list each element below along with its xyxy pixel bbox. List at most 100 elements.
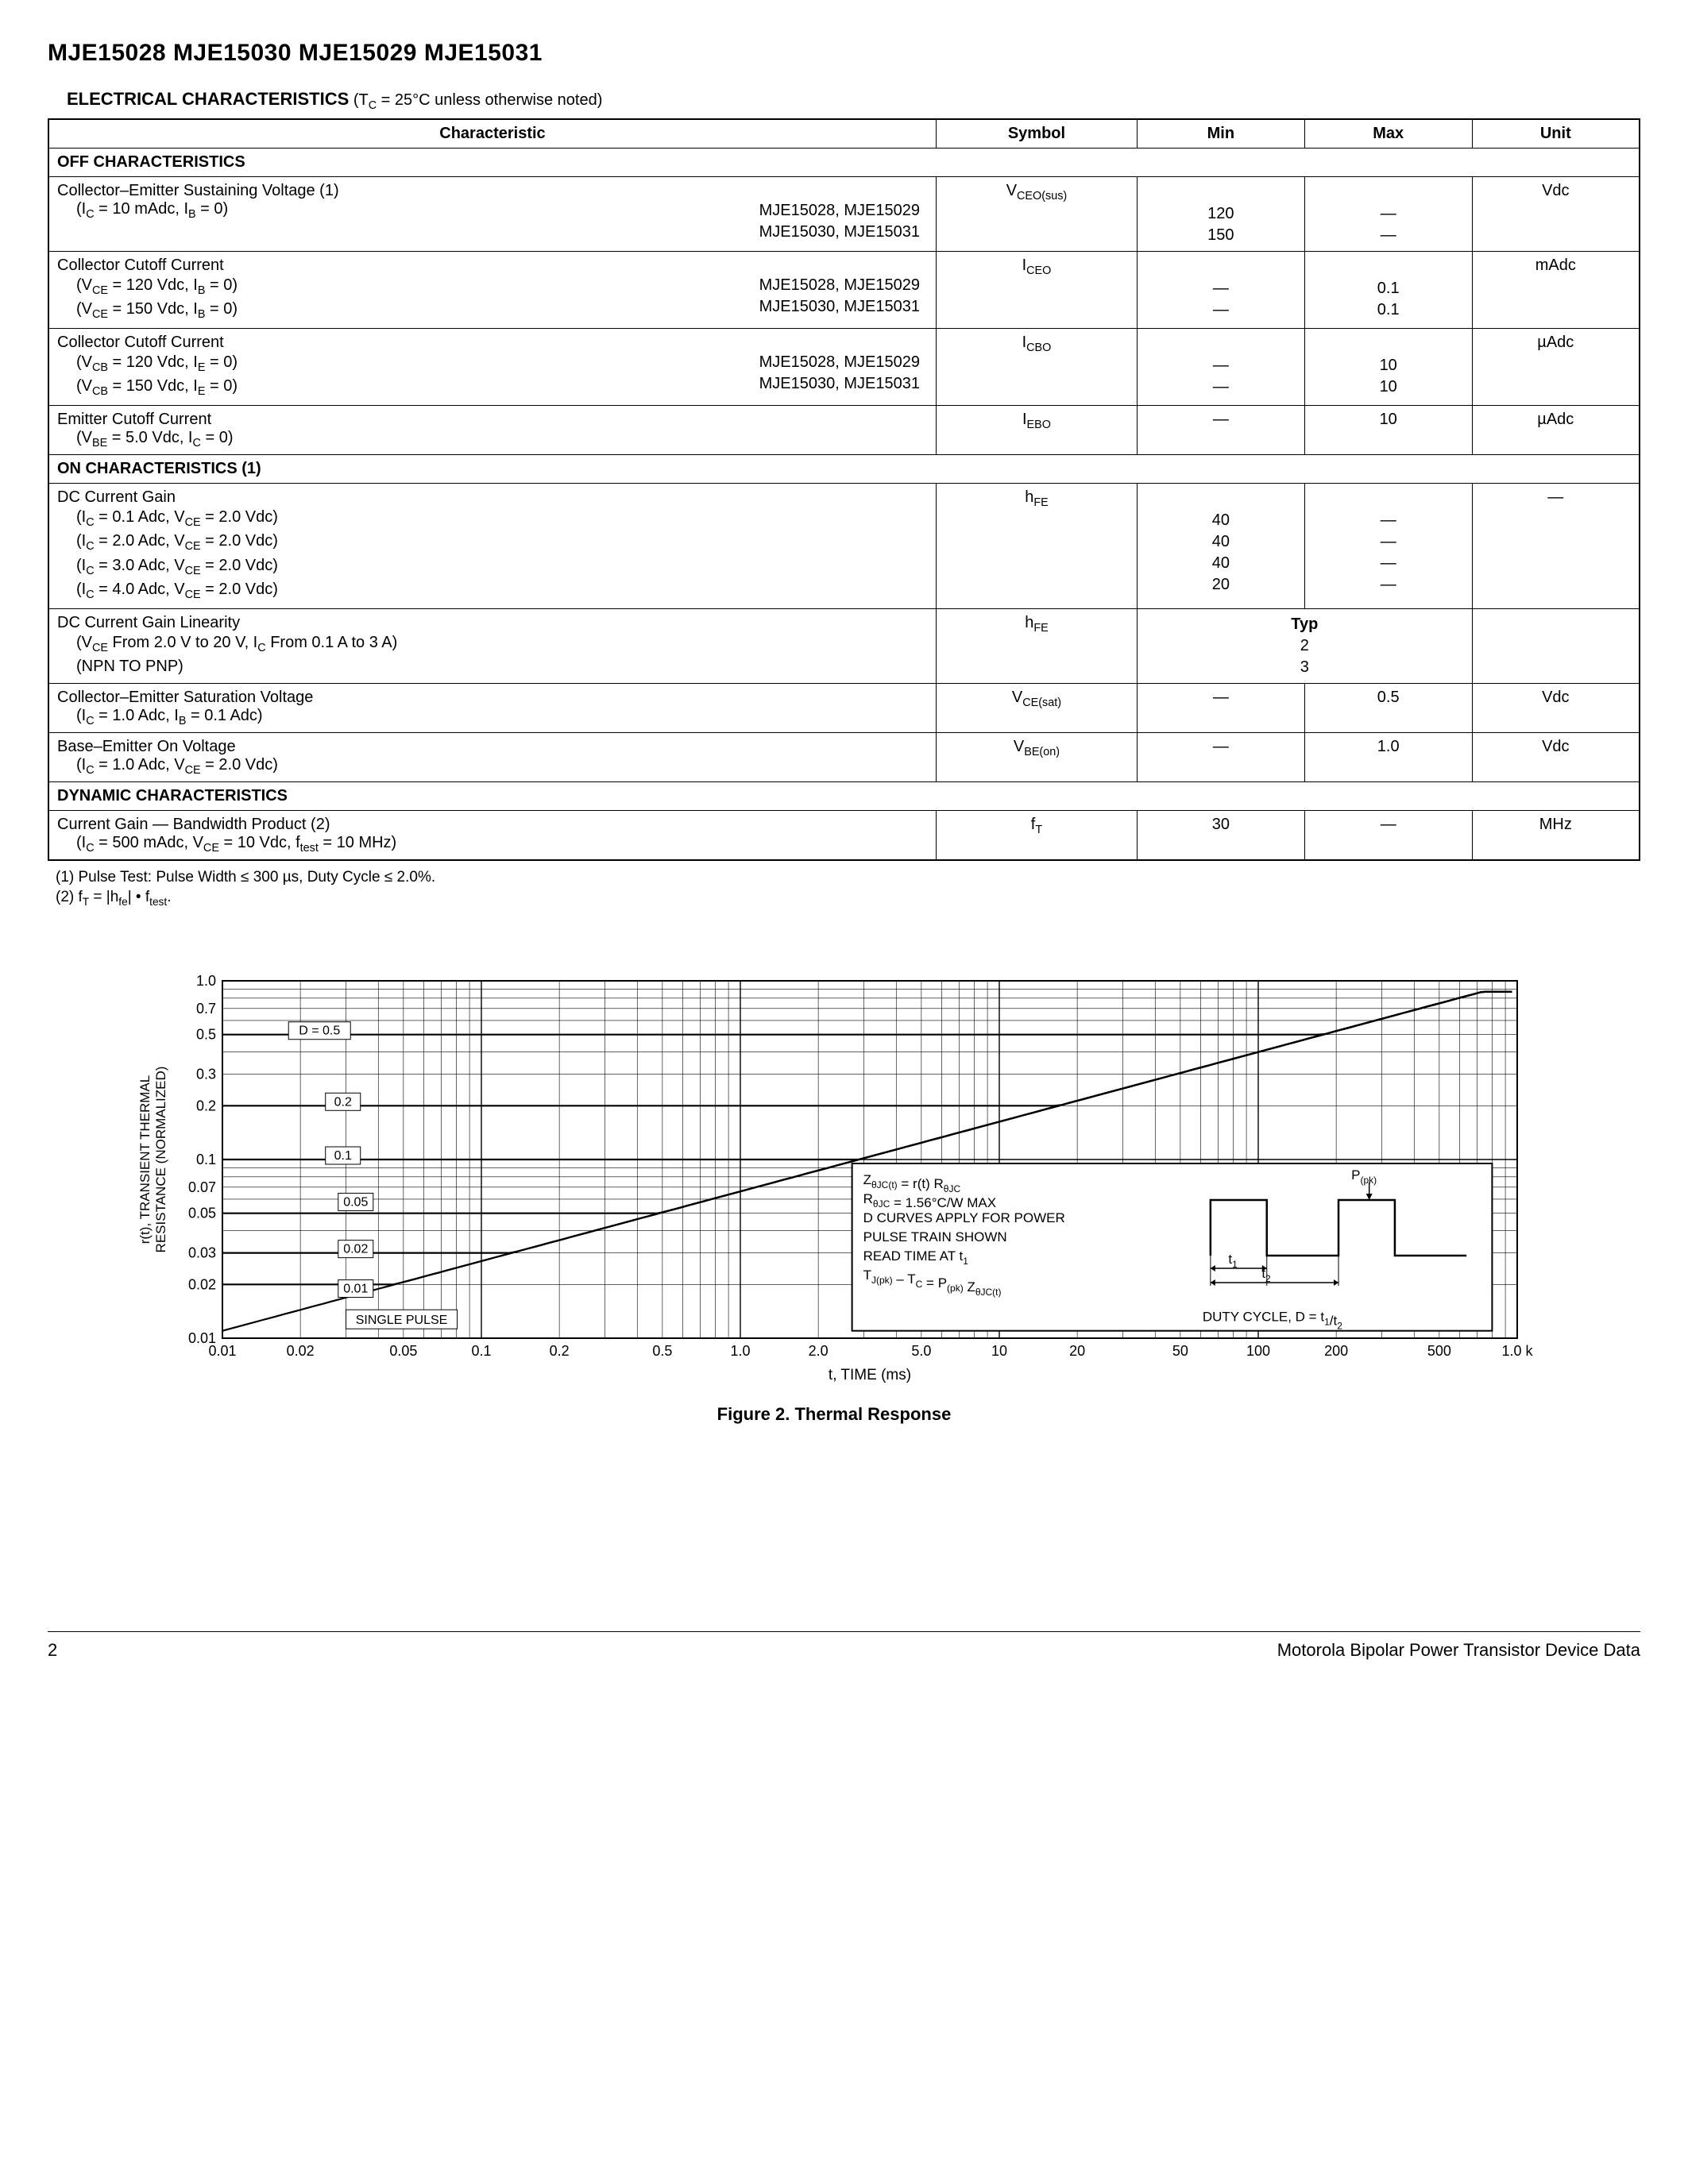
svg-text:1.0: 1.0 (730, 1343, 750, 1359)
svg-text:t, TIME (ms): t, TIME (ms) (829, 1367, 911, 1383)
min-val: —— (1137, 252, 1304, 329)
min-val: — (1137, 732, 1304, 781)
min-val: — (1137, 405, 1304, 454)
symbol: VBE(on) (936, 732, 1137, 781)
unit-val: µAdc (1472, 328, 1640, 405)
unit-val: MHz (1472, 810, 1640, 860)
max-val: —— (1304, 177, 1472, 252)
svg-text:0.7: 0.7 (196, 1001, 216, 1017)
svg-text:0.02: 0.02 (287, 1343, 315, 1359)
svg-text:100: 100 (1246, 1343, 1270, 1359)
max-val: 0.10.1 (1304, 252, 1472, 329)
char-parts: MJE15028, MJE15029MJE15030, MJE15031 (759, 200, 928, 243)
section-title: ELECTRICAL CHARACTERISTICS (TC = 25°C un… (67, 89, 1640, 112)
chart-svg: 0.010.020.050.10.20.51.02.05.01020501002… (135, 973, 1533, 1386)
char-title: Base–Emitter On Voltage (57, 738, 928, 756)
max-val: — (1304, 810, 1472, 860)
table-row: DC Current Gain (IC = 0.1 Adc, VCE = 2.0… (48, 483, 1640, 608)
max-val: 10 (1304, 405, 1472, 454)
char-cond: (VBE = 5.0 Vdc, IC = 0) (57, 429, 928, 450)
page-footer: 2 Motorola Bipolar Power Transistor Devi… (48, 1631, 1640, 1661)
symbol: hFE (936, 483, 1137, 608)
svg-text:RESISTANCE (NORMALIZED): RESISTANCE (NORMALIZED) (153, 1067, 168, 1253)
table-row: Current Gain — Bandwidth Product (2) (IC… (48, 810, 1640, 860)
symbol: IEBO (936, 405, 1137, 454)
svg-text:0.02: 0.02 (188, 1277, 216, 1293)
col-characteristic: Characteristic (48, 119, 936, 149)
char-title: DC Current Gain Linearity (57, 614, 928, 632)
svg-text:1.0 k: 1.0 k (1501, 1343, 1533, 1359)
svg-text:0.02: 0.02 (343, 1243, 368, 1256)
chart-caption: Figure 2. Thermal Response (135, 1404, 1533, 1425)
svg-text:2.0: 2.0 (809, 1343, 829, 1359)
unit-val: µAdc (1472, 405, 1640, 454)
unit-val: mAdc (1472, 252, 1640, 329)
footer-right: Motorola Bipolar Power Transistor Device… (1277, 1640, 1640, 1661)
svg-text:0.1: 0.1 (471, 1343, 491, 1359)
min-val: 40404020 (1137, 483, 1304, 608)
svg-text:200: 200 (1324, 1343, 1348, 1359)
svg-text:r(t), TRANSIENT THERMAL: r(t), TRANSIENT THERMAL (137, 1075, 153, 1244)
table-row: Collector Cutoff Current (VCE = 120 Vdc,… (48, 252, 1640, 329)
table-row: DC Current Gain Linearity (VCE From 2.0 … (48, 608, 1640, 683)
char-cond: (IC = 0.1 Adc, VCE = 2.0 Vdc) (IC = 2.0 … (57, 507, 928, 604)
footnotes: (1) Pulse Test: Pulse Width ≤ 300 µs, Du… (56, 867, 1640, 910)
max-val: 0.5 (1304, 683, 1472, 732)
page-title: MJE15028 MJE15030 MJE15029 MJE15031 (48, 40, 1640, 67)
typ-val: Typ23 (1137, 608, 1472, 683)
char-cond: (IC = 1.0 Adc, IB = 0.1 Adc) (57, 707, 928, 727)
min-val: 120150 (1137, 177, 1304, 252)
svg-text:20: 20 (1069, 1343, 1085, 1359)
dynamic-characteristics-header: DYNAMIC CHARACTERISTICS (48, 781, 1640, 810)
svg-text:50: 50 (1172, 1343, 1188, 1359)
svg-text:0.05: 0.05 (188, 1206, 216, 1221)
char-title: Current Gain — Bandwidth Product (2) (57, 816, 928, 834)
char-title: Collector–Emitter Saturation Voltage (57, 689, 928, 707)
char-title: Collector–Emitter Sustaining Voltage (1) (57, 182, 928, 200)
svg-text:0.01: 0.01 (343, 1283, 368, 1296)
min-val: — (1137, 683, 1304, 732)
col-symbol: Symbol (936, 119, 1137, 149)
svg-text:10: 10 (991, 1343, 1007, 1359)
svg-text:0.05: 0.05 (389, 1343, 417, 1359)
unit-val (1472, 608, 1640, 683)
footnote-2: (2) fT = |hfe| • ftest. (56, 887, 1640, 909)
svg-text:0.07: 0.07 (188, 1179, 216, 1195)
svg-text:1.0: 1.0 (196, 973, 216, 989)
char-cond: (IC = 500 mAdc, VCE = 10 Vdc, ftest = 10… (57, 834, 928, 855)
table-row: Collector–Emitter Saturation Voltage (IC… (48, 683, 1640, 732)
svg-text:0.1: 0.1 (196, 1152, 216, 1167)
table-row: Collector–Emitter Sustaining Voltage (1)… (48, 177, 1640, 252)
on-characteristics-header: ON CHARACTERISTICS (1) (48, 454, 1640, 483)
svg-text:PULSE TRAIN SHOWN: PULSE TRAIN SHOWN (863, 1229, 1007, 1244)
unit-val: Vdc (1472, 177, 1640, 252)
char-cond: (IC = 1.0 Adc, VCE = 2.0 Vdc) (57, 756, 928, 777)
unit-val: Vdc (1472, 732, 1640, 781)
symbol: hFE (936, 608, 1137, 683)
min-val: —— (1137, 328, 1304, 405)
char-title: Collector Cutoff Current (57, 334, 928, 352)
char-title: Collector Cutoff Current (57, 257, 928, 275)
col-min: Min (1137, 119, 1304, 149)
svg-text:D CURVES APPLY FOR POWER: D CURVES APPLY FOR POWER (863, 1210, 1065, 1225)
svg-text:D = 0.5: D = 0.5 (299, 1024, 340, 1038)
svg-text:0.2: 0.2 (550, 1343, 570, 1359)
table-header-row: Characteristic Symbol Min Max Unit (48, 119, 1640, 149)
symbol: VCE(sat) (936, 683, 1137, 732)
svg-text:0.3: 0.3 (196, 1067, 216, 1082)
char-cond: (VCE = 120 Vdc, IB = 0) (VCE = 150 Vdc, … (76, 275, 238, 323)
svg-text:0.03: 0.03 (188, 1245, 216, 1261)
svg-text:0.2: 0.2 (196, 1098, 216, 1114)
max-val: 1.0 (1304, 732, 1472, 781)
char-title: DC Current Gain (57, 488, 928, 507)
min-val: 30 (1137, 810, 1304, 860)
col-max: Max (1304, 119, 1472, 149)
table-row: Base–Emitter On Voltage (IC = 1.0 Adc, V… (48, 732, 1640, 781)
max-val: ———— (1304, 483, 1472, 608)
footnote-1: (1) Pulse Test: Pulse Width ≤ 300 µs, Du… (56, 867, 1640, 888)
char-cond: (VCE From 2.0 V to 20 V, IC From 0.1 A t… (57, 632, 928, 677)
off-characteristics-header: OFF CHARACTERISTICS (48, 149, 1640, 177)
max-val: 1010 (1304, 328, 1472, 405)
col-unit: Unit (1472, 119, 1640, 149)
svg-text:SINGLE PULSE: SINGLE PULSE (356, 1314, 448, 1328)
